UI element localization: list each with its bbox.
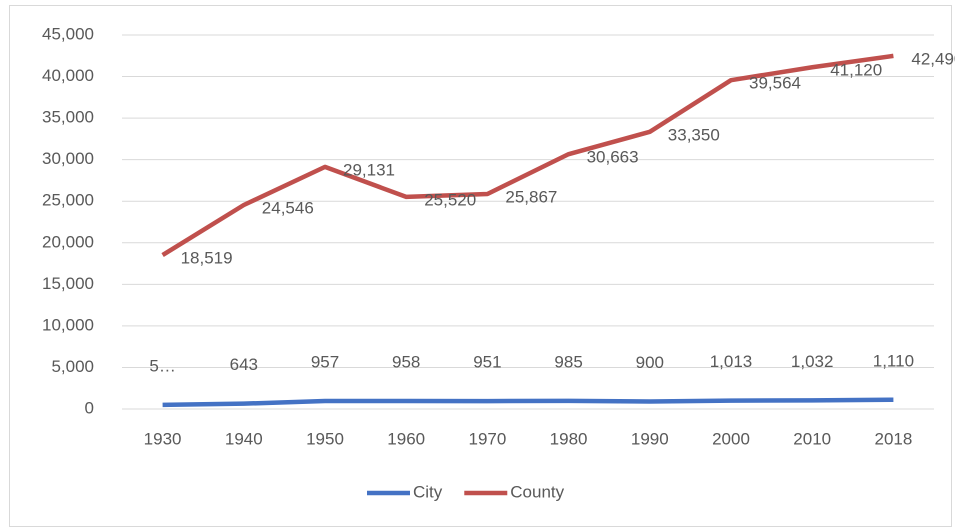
x-tick-label: 1950 [306, 429, 344, 448]
chart-border [9, 5, 952, 527]
y-tick-label: 0 [85, 398, 94, 417]
x-tick-label: 1970 [468, 429, 506, 448]
data-label: 25,520 [424, 190, 476, 209]
y-tick-label: 25,000 [42, 191, 94, 210]
x-tick-label: 2010 [793, 429, 831, 448]
data-label: 29,131 [343, 160, 395, 179]
data-label: 985 [554, 352, 582, 371]
y-tick-label: 35,000 [42, 108, 94, 127]
y-tick-label: 5,000 [51, 357, 94, 376]
y-tick-label: 40,000 [42, 66, 94, 85]
data-label: 5… [149, 356, 175, 375]
data-label: 900 [636, 353, 664, 372]
legend-label: County [510, 482, 564, 501]
x-tick-label: 1940 [225, 429, 263, 448]
x-tick-label: 1980 [550, 429, 588, 448]
y-tick-label: 20,000 [42, 232, 94, 251]
data-label: 958 [392, 353, 420, 372]
data-label: 1,013 [710, 352, 753, 371]
data-label: 25,867 [505, 188, 557, 207]
x-tick-label: 1930 [144, 429, 182, 448]
x-tick-label: 2000 [712, 429, 750, 448]
data-label: 33,350 [668, 125, 720, 144]
legend-label: City [413, 482, 443, 501]
x-tick-label: 1990 [631, 429, 669, 448]
y-tick-label: 15,000 [42, 274, 94, 293]
x-tick-label: 2018 [874, 429, 912, 448]
data-label: 41,120 [830, 61, 882, 80]
x-tick-label: 1960 [387, 429, 425, 448]
data-label: 1,110 [873, 351, 914, 370]
line-series [161, 53, 894, 258]
line-series [162, 397, 894, 408]
y-tick-label: 10,000 [42, 315, 94, 334]
data-label: 1,032 [791, 352, 834, 371]
data-label: 30,663 [587, 148, 639, 167]
y-tick-label: 30,000 [42, 149, 94, 168]
data-label: 957 [311, 353, 339, 372]
data-label: 42,490 [911, 49, 955, 68]
data-label: 24,546 [262, 198, 314, 217]
data-label: 643 [230, 355, 258, 374]
data-label: 39,564 [749, 74, 801, 93]
data-label: 951 [473, 353, 501, 372]
y-tick-label: 45,000 [42, 24, 94, 43]
data-label: 18,519 [181, 249, 233, 268]
